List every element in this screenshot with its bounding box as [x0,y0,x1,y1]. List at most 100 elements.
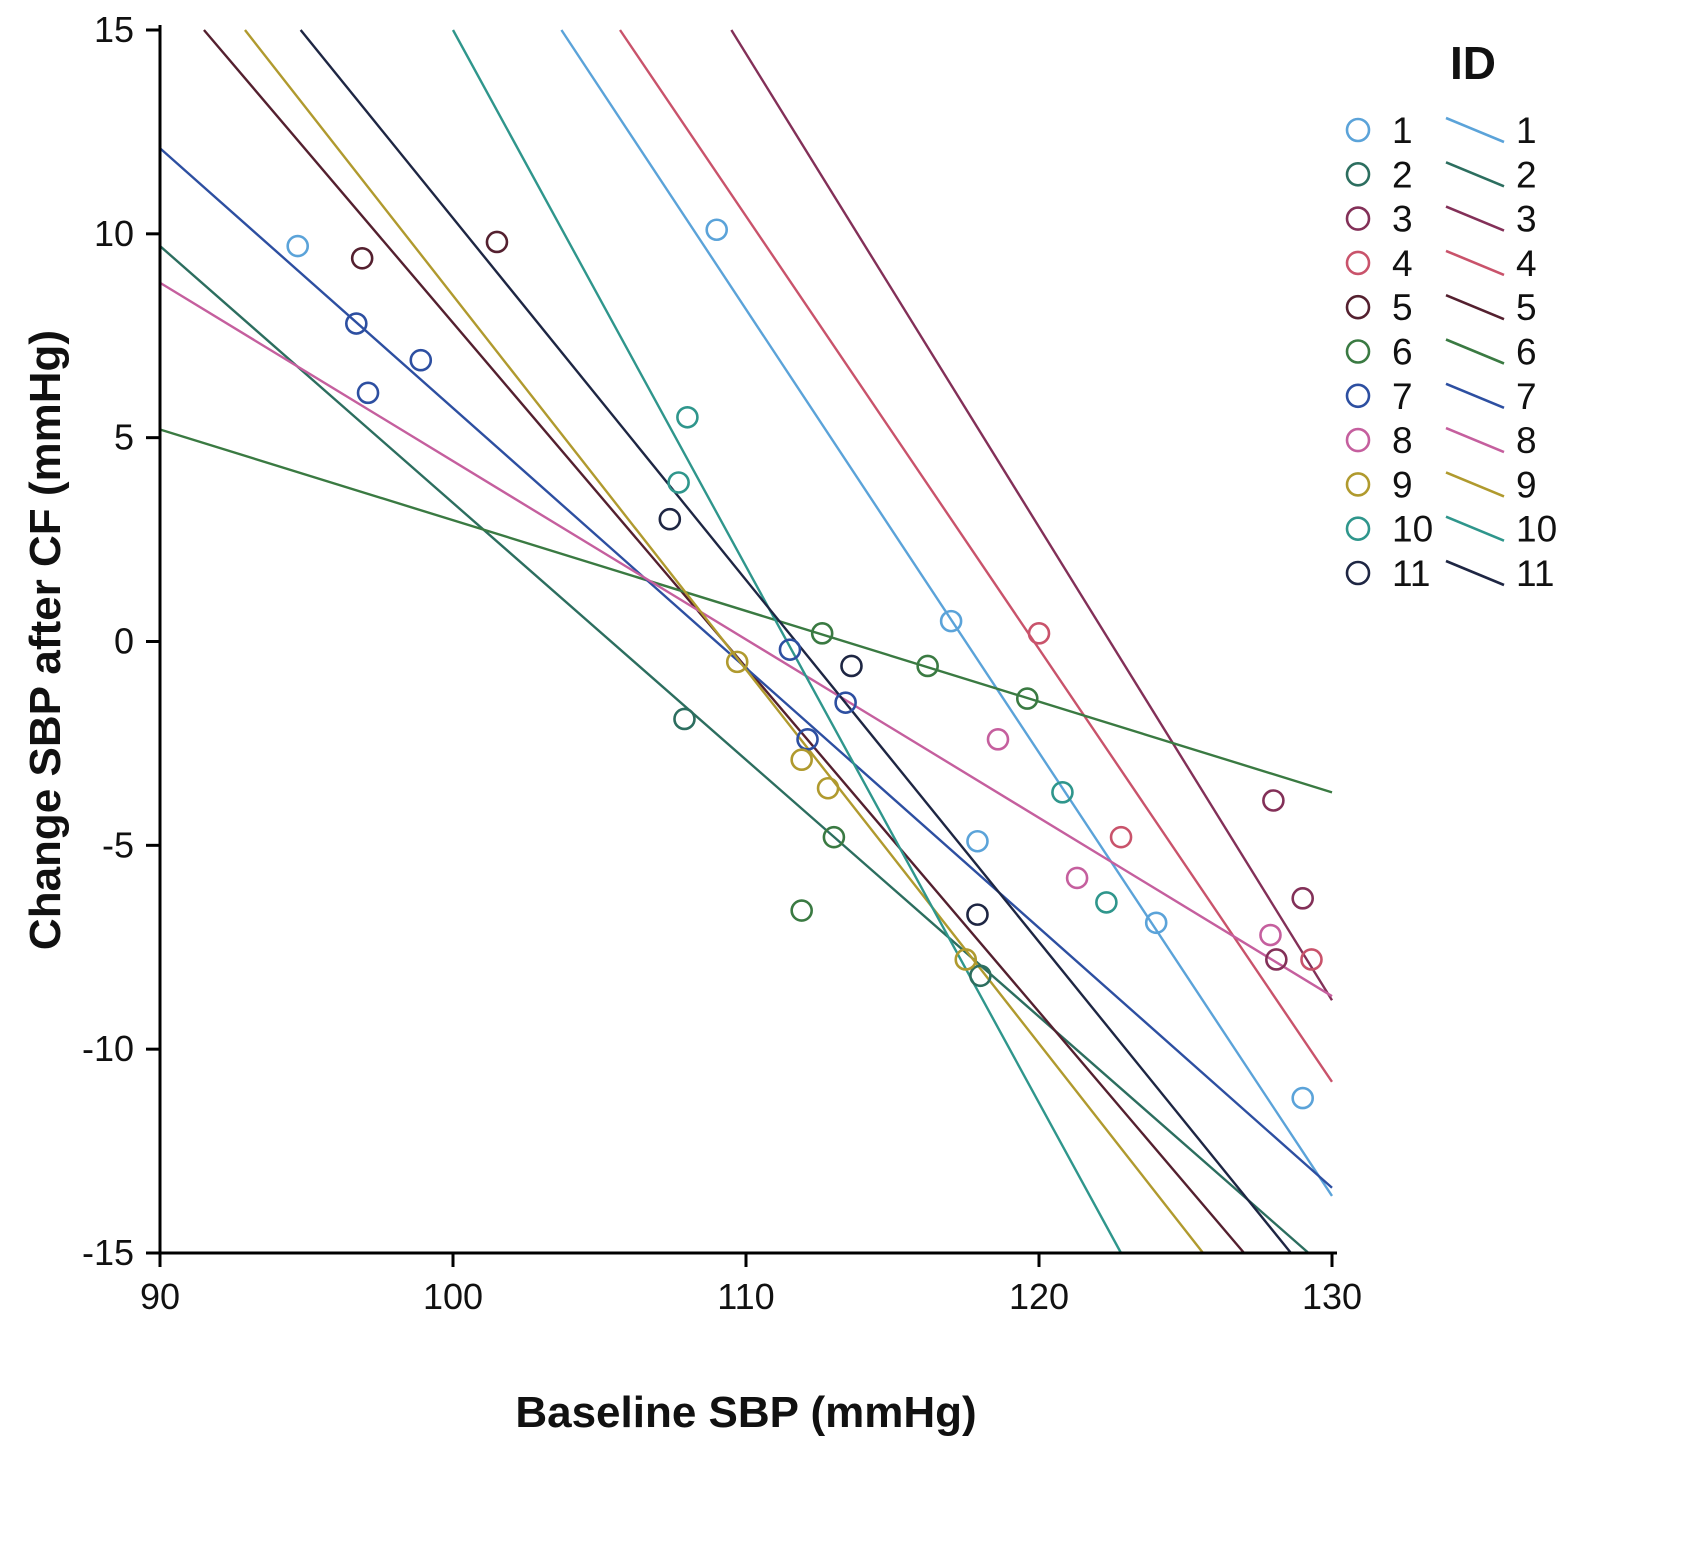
legend-line-swatch-id-7 [1445,382,1505,410]
regression-line-id-9 [244,29,1205,1254]
legend-line-label-id-9: 9 [1516,464,1537,505]
scatter-point-id-1 [1144,911,1168,935]
legend-line-label-id-3: 3 [1516,199,1537,240]
legend-line-label-id-7: 7 [1516,376,1537,417]
scatter-point-id-11 [840,654,863,678]
scatter-point-id-6 [822,825,846,849]
scatter-point-id-11 [658,507,682,531]
x-tick-label: 90 [140,1276,180,1317]
legend-marker-id-10 [1345,516,1371,542]
scatter-point-id-7 [409,348,433,372]
scatter-point-id-5 [485,230,509,254]
scatter-point-id-6 [1015,687,1039,710]
legend-marker-label-id-3: 3 [1392,199,1413,240]
scatter-point-id-6 [790,899,813,922]
legend-marker-label-id-2: 2 [1392,154,1413,195]
scatter-point-id-6 [810,622,834,645]
regression-line-id-8 [159,281,1333,998]
legend-marker-label-id-6: 6 [1392,332,1413,373]
scatter-point-id-11 [966,903,989,926]
legend-marker-id-3 [1345,206,1371,231]
scatter-point-id-1 [286,234,310,258]
legend-marker-label-id-8: 8 [1392,420,1413,461]
legend-title: ID [1450,37,1496,89]
scatter-point-id-9 [816,776,840,800]
scatter-point-id-7 [796,728,819,751]
scatter-point-id-4 [1300,948,1323,971]
scatter-point-id-4 [1027,622,1051,645]
scatter-point-id-2 [969,964,992,988]
legend-marker-id-6 [1345,339,1371,364]
y-tick-label: -5 [102,824,134,865]
scatter-point-id-7 [356,381,380,405]
scatter-point-id-8 [1065,866,1089,890]
legend-line-swatch-id-2 [1445,161,1505,188]
regression-line-id-2 [159,245,1310,1254]
legend-line-label-id-10: 10 [1516,509,1557,550]
legend-marker-label-id-4: 4 [1392,243,1413,284]
legend-marker-id-1 [1345,117,1371,143]
scatter-point-id-1 [705,218,729,242]
legend-line-swatch-id-10 [1445,515,1505,542]
y-tick-label: -15 [82,1232,134,1273]
legend-line-swatch-id-11 [1445,559,1505,587]
scatter-point-id-10 [676,405,699,429]
legend-line-label-id-8: 8 [1516,420,1537,461]
legend-line-swatch-id-3 [1445,205,1505,232]
scatter-point-id-3 [1265,948,1288,971]
legend-marker-id-4 [1345,250,1371,276]
regression-line-id-3 [730,29,1334,1001]
scatter-point-id-9 [954,948,978,971]
legend-line-label-id-4: 4 [1516,243,1537,284]
legend-marker-label-id-5: 5 [1392,287,1413,328]
y-tick-label: 5 [114,417,134,458]
legend-marker-id-8 [1345,427,1371,453]
legend-line-swatch-id-9 [1445,471,1505,498]
regression-line-id-4 [619,29,1333,1083]
legend-line-swatch-id-6 [1445,338,1505,365]
legend-line-label-id-1: 1 [1516,110,1537,151]
scatter-point-id-10 [667,471,690,494]
scatter-point-id-9 [790,748,813,772]
legend-line-swatch-id-1 [1445,116,1505,144]
scatter-point-id-7 [778,638,802,661]
legend-line-swatch-id-4 [1445,249,1505,277]
y-tick-label: 15 [94,9,134,50]
legend-line-label-id-11: 11 [1516,553,1554,594]
y-tick-label: 0 [114,621,134,662]
scatter-point-id-7 [834,691,857,714]
legend-line-swatch-id-5 [1445,293,1505,321]
legend-marker-id-11 [1345,560,1371,586]
legend-marker-label-id-11: 11 [1392,553,1430,594]
x-tick-label: 130 [1302,1276,1362,1317]
legend-line-label-id-2: 2 [1516,154,1537,195]
y-tick-label: -10 [82,1028,134,1069]
scatter-point-id-9 [725,650,749,674]
scatter-point-id-5 [350,246,374,270]
x-tick-label: 100 [423,1276,483,1317]
legend-marker-id-5 [1345,294,1371,320]
scatter-point-id-10 [1051,781,1074,804]
scatter-point-id-8 [986,728,1010,751]
regression-line-id-10 [451,29,1123,1254]
x-axis-title: Baseline SBP (mmHg) [515,1388,977,1437]
legend-marker-id-2 [1345,162,1371,187]
scatter-point-id-7 [345,312,368,335]
scatter-point-id-10 [1095,891,1118,914]
x-tick-label: 110 [717,1276,774,1317]
legend-marker-label-id-10: 10 [1392,509,1433,550]
legend-marker-label-id-7: 7 [1392,376,1413,417]
x-tick-label: 120 [1009,1276,1069,1317]
regression-line-id-6 [159,428,1333,794]
scatter-point-id-4 [1109,825,1133,849]
legend-line-label-id-5: 5 [1516,287,1537,328]
legend-marker-id-7 [1345,383,1371,409]
scatter-point-id-1 [1291,1086,1314,1110]
scatter-point-id-1 [966,829,989,853]
y-tick-label: 10 [94,213,134,254]
scatter-point-id-3 [1291,887,1314,910]
legend-marker-label-id-1: 1 [1392,110,1413,151]
legend-line-swatch-id-8 [1445,426,1505,454]
